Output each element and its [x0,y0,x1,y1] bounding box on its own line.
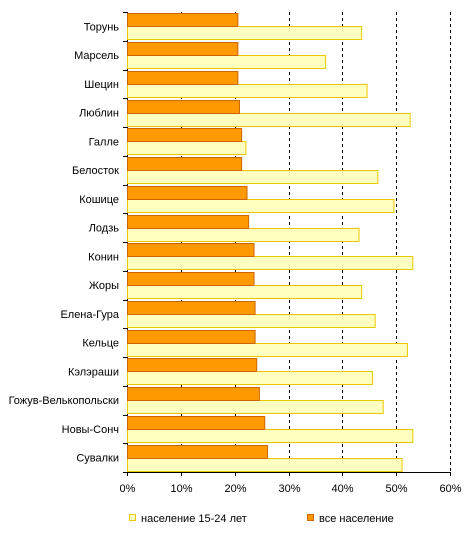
category-label: Кельце [82,338,119,350]
x-tick-label: 50% [385,483,407,495]
x-tick-label: 60% [439,483,461,495]
bar-total-population [127,358,258,372]
category-label: Шецин [84,79,119,91]
bar-total-population [127,445,268,459]
bar-total-population [127,387,260,401]
bar-population-15-24 [127,170,379,184]
x-tick-label: 40% [331,483,353,495]
bar-population-15-24 [127,400,384,414]
bar-population-15-24 [127,113,411,127]
x-tick-label: 10% [170,483,192,495]
x-tick-label: 20% [224,483,246,495]
bar-population-15-24 [127,343,408,357]
bar-population-15-24 [127,314,376,328]
x-tick-label: 30% [278,483,300,495]
bar-population-15-24 [127,228,360,242]
bar-population-15-24 [127,429,414,443]
category-label: Люблин [79,108,119,120]
bar-population-15-24 [127,371,373,385]
category-label: Новы-Сонч [62,424,119,436]
bar-total-population [127,13,239,27]
x-tick-label: 0% [120,483,136,495]
bar-total-population [127,157,243,171]
category-label: Галле [89,136,119,148]
category-label: Торунь [84,21,120,33]
category-label: Кошице [79,194,119,206]
category-label: Марсель [74,50,119,62]
bar-total-population [127,71,239,85]
category-label: Гожув-Велькопольски [9,395,119,407]
legend-swatch [129,514,136,521]
bar-total-population [127,215,250,229]
category-label: Сувалки [76,453,119,465]
bar-population-15-24 [127,26,363,40]
bar-total-population [127,330,256,344]
bar-total-population [127,100,240,114]
category-label: Елена-Гура [60,309,119,321]
legend-label: население 15-24 лет [141,513,247,525]
bar-total-population [127,416,266,430]
legend-swatch [307,514,314,521]
bar-total-population [127,42,239,56]
category-label: Лодзь [89,223,120,235]
bar-total-population [127,128,243,142]
bar-total-population [127,272,255,286]
bar-population-15-24 [127,84,368,98]
category-label: Белосток [72,165,119,177]
category-label: Конин [88,251,119,263]
bar-population-15-24 [127,55,327,69]
bar-population-15-24 [127,141,247,155]
bar-population-15-24 [127,458,403,472]
bar-population-15-24 [127,256,414,270]
bar-total-population [127,243,255,257]
category-label: Жоры [89,280,119,292]
bar-population-15-24 [127,199,395,213]
legend-label: все население [319,513,394,525]
bar-total-population [127,301,256,315]
bar-population-15-24 [127,285,363,299]
bar-total-population [127,186,248,200]
category-label: Кэлэраши [68,366,119,378]
